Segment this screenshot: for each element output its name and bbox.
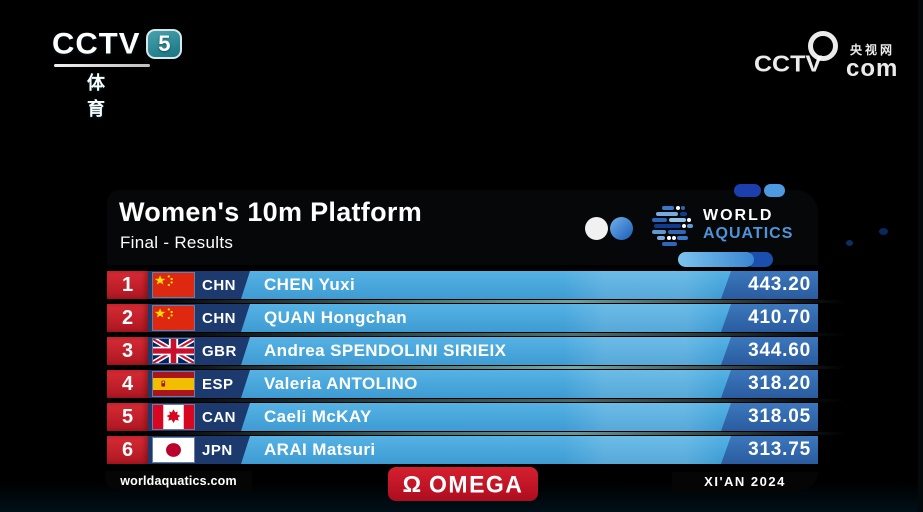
- results-panel: Women's 10m Platform Final - Results WOR…: [107, 184, 923, 469]
- world-label: WORLD: [703, 207, 774, 224]
- result-row: 4 ESP Valeria ANTOLINO 318.20: [107, 370, 818, 398]
- rank-badge: 2: [107, 304, 148, 332]
- result-row: 5 CAN Caeli McKAY 318.05: [107, 403, 818, 431]
- rank-badge: 3: [107, 337, 148, 365]
- decor-circle-white: [585, 217, 608, 240]
- decor-pill: [734, 184, 761, 197]
- country-code: CHN: [202, 309, 236, 327]
- omega-wordmark: OMEGA: [429, 469, 524, 498]
- results-header: Women's 10m Platform Final - Results WOR…: [107, 184, 818, 267]
- country-section: CHN: [148, 304, 250, 332]
- athlete-name: ARAI Matsuri: [264, 440, 376, 459]
- country-section: GBR: [148, 337, 250, 365]
- country-code: GBR: [202, 342, 237, 360]
- decor-circle-blue: [610, 217, 633, 240]
- country-flag-icon: [152, 338, 195, 364]
- result-row: 3 GBR Andrea SPENDOLINI SIRIEIX 344.60: [107, 337, 818, 365]
- country-section: JPN: [148, 436, 250, 464]
- light-streak: [147, 432, 923, 435]
- decor-pill: [764, 184, 785, 197]
- cctvcom-chinese-label: 央视网: [850, 43, 896, 57]
- country-section: CAN: [148, 403, 250, 431]
- aquatics-label: AQUATICS: [703, 225, 794, 243]
- score-box: 443.20: [721, 271, 818, 299]
- result-row: 2 CHN QUAN Hongchan 410.70: [107, 304, 818, 332]
- country-section: CHN: [148, 271, 250, 299]
- light-streak: [147, 399, 923, 402]
- world-aquatics-mark-icon: [648, 205, 695, 256]
- cctv5-number-badge: 5: [146, 29, 183, 59]
- country-code: JPN: [202, 441, 233, 459]
- country-flag-icon: [152, 272, 195, 298]
- event-title: Women's 10m Platform: [119, 197, 422, 227]
- rank-badge: 4: [107, 370, 148, 398]
- score-box: 410.70: [721, 304, 818, 332]
- country-section: ESP: [148, 370, 250, 398]
- cctv5-swoosh: [54, 64, 150, 67]
- diver-silhouette-detail: [879, 228, 888, 235]
- country-flag-icon: [152, 437, 195, 463]
- score-box: 318.20: [721, 370, 818, 398]
- cctv5-channel-logo: CCTV 5 体 育: [52, 26, 192, 119]
- score-value: 410.70: [748, 307, 811, 328]
- athlete-name: Caeli McKAY: [264, 407, 372, 426]
- score-value: 443.20: [748, 274, 811, 295]
- round-subtitle: Final - Results: [120, 233, 234, 252]
- country-code: CHN: [202, 276, 236, 294]
- country-code: ESP: [202, 375, 234, 393]
- frame-edge-strip: [918, 0, 923, 512]
- athlete-name: CHEN Yuxi: [264, 275, 356, 294]
- score-box: 344.60: [721, 337, 818, 365]
- cctv-com-logo: CCTV 央视网 com: [750, 30, 915, 85]
- country-flag-icon: [152, 404, 195, 430]
- score-value: 313.75: [748, 439, 811, 460]
- rank-badge: 6: [107, 436, 148, 464]
- cctv5-wordmark: CCTV: [52, 26, 141, 61]
- light-streak: [147, 333, 923, 336]
- athlete-name: Andrea SPENDOLINI SIRIEIX: [264, 341, 507, 360]
- light-streak: [147, 366, 923, 369]
- name-bar: Caeli McKAY: [241, 403, 818, 431]
- result-row: 6 JPN ARAI Matsuri 313.75: [107, 436, 818, 464]
- omega-symbol-icon: Ω: [402, 470, 422, 497]
- website-badge: worldaquatics.com: [105, 471, 252, 490]
- score-box: 318.05: [721, 403, 818, 431]
- cctv5-sports-label: 体 育: [87, 73, 127, 119]
- rank-badge: 1: [107, 271, 148, 299]
- score-value: 318.20: [748, 373, 811, 394]
- score-value: 344.60: [748, 340, 811, 361]
- diver-silhouette-detail: [846, 240, 853, 246]
- country-flag-icon: [152, 305, 195, 331]
- omega-sponsor-badge: Ω OMEGA: [388, 467, 538, 501]
- decor-pill: [678, 252, 754, 267]
- athlete-name: QUAN Hongchan: [264, 308, 408, 327]
- athlete-name: Valeria ANTOLINO: [264, 374, 418, 393]
- cctvcom-com-label: com: [846, 55, 899, 82]
- rank-badge: 5: [107, 403, 148, 431]
- results-table: 1 CHN CHEN Yuxi 443.20 2 CHN QUAN Hongch…: [107, 271, 923, 464]
- light-streak: [147, 300, 923, 303]
- cctvcom-ring-icon: [808, 31, 838, 61]
- score-box: 313.75: [721, 436, 818, 464]
- country-flag-icon: [152, 371, 195, 397]
- event-badge: XI'AN 2024: [672, 472, 818, 491]
- score-value: 318.05: [748, 406, 811, 427]
- world-aquatics-wordmark: WORLD AQUATICS: [703, 207, 793, 244]
- country-code: CAN: [202, 408, 236, 426]
- result-row: 1 CHN CHEN Yuxi 443.20: [107, 271, 818, 299]
